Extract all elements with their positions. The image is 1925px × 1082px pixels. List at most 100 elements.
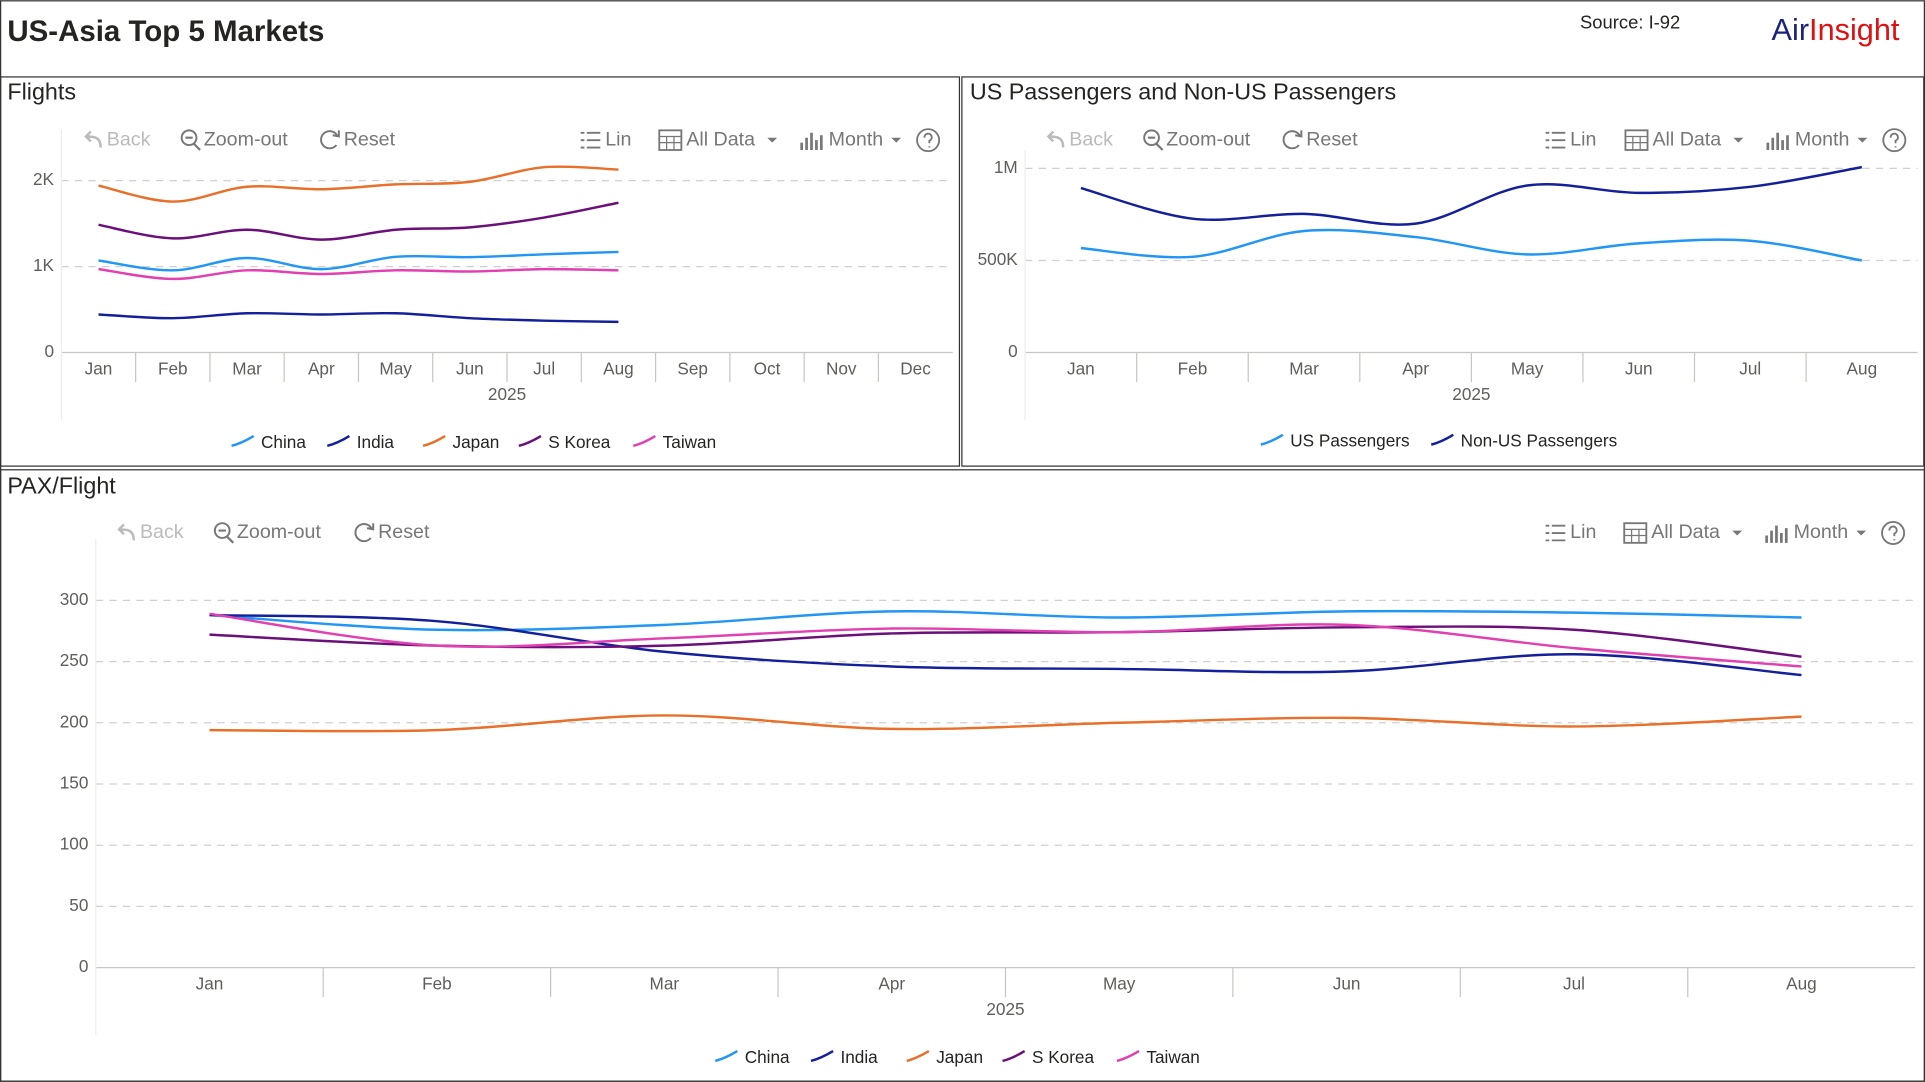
period-button[interactable]: Month xyxy=(1794,521,1849,543)
calendar-icon xyxy=(1623,522,1648,544)
dropdown-caret xyxy=(767,137,778,143)
y-tick-label: 1M xyxy=(994,157,1018,177)
zoom-out-button[interactable]: Zoom-out xyxy=(1166,128,1251,150)
legend-swatch xyxy=(1260,433,1284,446)
legend-swatch xyxy=(326,434,351,448)
legend-swatch xyxy=(518,434,542,448)
y-tick-label: 300 xyxy=(60,589,89,609)
source-note: Source: I-92 xyxy=(1580,11,1680,32)
x-tick-label: May xyxy=(1103,973,1136,993)
back-icon xyxy=(117,523,136,541)
x-tick-label: Dec xyxy=(900,358,931,378)
range-button[interactable]: All Data xyxy=(686,128,755,150)
toolbar: Back Zoom-out Reset Lin All Data Month xyxy=(117,521,1906,545)
legend-label: India xyxy=(840,1047,878,1067)
period-icon xyxy=(800,132,823,150)
chart-title: US Passengers and Non-US Passengers xyxy=(970,79,1396,105)
period-button[interactable]: Month xyxy=(829,128,884,150)
range-button[interactable]: All Data xyxy=(1652,128,1721,150)
panel-frame xyxy=(961,76,1925,467)
help-button[interactable] xyxy=(916,128,941,153)
series-line xyxy=(98,165,619,203)
legend-swatch xyxy=(1002,1050,1026,1063)
toolbar: Back Zoom-out Reset Lin All Data Month xyxy=(84,128,941,153)
back-button[interactable]: Back xyxy=(1069,128,1113,150)
x-tick-label: May xyxy=(379,358,412,378)
y-tick-label: 0 xyxy=(44,341,54,361)
x-tick-label: Jun xyxy=(456,358,484,378)
legend-label: India xyxy=(357,432,395,452)
x-tick-label: Jan xyxy=(85,358,113,378)
x-tick-label: Aug xyxy=(1847,358,1878,378)
legend-swatch xyxy=(810,1050,834,1063)
zoom-out-button[interactable]: Zoom-out xyxy=(237,521,322,543)
toolbar: Back Zoom-out Reset Lin All Data Month xyxy=(1046,128,1907,153)
y-tick-label: 250 xyxy=(60,650,89,670)
series-line xyxy=(98,267,619,281)
back-icon xyxy=(1046,130,1065,148)
range-button[interactable]: All Data xyxy=(1651,521,1720,543)
legend-swatch xyxy=(231,434,255,448)
legend-label: Japan xyxy=(936,1047,983,1067)
calendar-icon xyxy=(1624,129,1649,151)
legend-swatch xyxy=(1116,1050,1140,1063)
scale-button[interactable]: Lin xyxy=(1570,128,1596,150)
reset-button[interactable]: Reset xyxy=(378,521,430,543)
y-tick-label: 2K xyxy=(33,169,55,189)
x-tick-label: Mar xyxy=(1289,358,1319,378)
dropdown-caret xyxy=(1856,530,1867,536)
help-button[interactable] xyxy=(1881,521,1906,545)
x-tick-label: Jan xyxy=(196,973,224,993)
legend-swatch xyxy=(906,1050,930,1063)
y-tick-label: 50 xyxy=(69,895,88,915)
series-line xyxy=(98,311,619,324)
legend-label: China xyxy=(745,1047,790,1067)
period-button[interactable]: Month xyxy=(1795,128,1850,150)
x-tick-label: Jul xyxy=(1563,973,1585,993)
y-tick-label: 0 xyxy=(79,956,89,976)
logo-part: Insight xyxy=(1809,12,1900,47)
calendar-icon xyxy=(659,135,682,150)
y-tick-label: 100 xyxy=(60,834,89,854)
back-button[interactable]: Back xyxy=(107,128,151,150)
x-tick-label: Aug xyxy=(603,358,634,378)
reset-button[interactable]: Reset xyxy=(1306,128,1358,150)
zoom-out-button[interactable]: Zoom-out xyxy=(204,128,289,150)
calendar-icon xyxy=(1624,528,1647,543)
y-tick-label: 150 xyxy=(60,773,89,793)
help-button[interactable] xyxy=(1882,128,1907,153)
x-tick-label: Jun xyxy=(1625,358,1653,378)
x-tick-label: Sep xyxy=(677,358,708,378)
reset-icon xyxy=(320,130,340,150)
x-tick-label: May xyxy=(1511,358,1544,378)
series-line xyxy=(209,609,1802,632)
y-tick-label: 1K xyxy=(33,255,55,275)
series-line xyxy=(98,250,619,272)
x-tick-label: Mar xyxy=(232,358,262,378)
x-tick-label: Mar xyxy=(650,973,680,993)
x-tick-label: Feb xyxy=(1178,358,1208,378)
period-icon xyxy=(1766,132,1789,150)
help-icon xyxy=(1889,132,1899,148)
chart-title: PAX/Flight xyxy=(7,473,116,499)
zoom-icon xyxy=(185,136,201,151)
back-button[interactable]: Back xyxy=(140,521,184,543)
x-tick-label: Oct xyxy=(754,358,781,378)
series-line xyxy=(98,201,619,241)
legend-label: S Korea xyxy=(548,432,610,452)
scale-button[interactable]: Lin xyxy=(1570,521,1596,543)
x-tick-label: Apr xyxy=(878,973,905,993)
x-tick-label: Jul xyxy=(1739,358,1761,378)
legend-label: Taiwan xyxy=(1146,1047,1199,1067)
series-line xyxy=(209,612,1802,668)
legend-label: Taiwan xyxy=(663,432,716,452)
zoom-icon xyxy=(1143,129,1160,147)
help-icon xyxy=(923,132,933,148)
legend-swatch xyxy=(422,434,446,448)
x-tick-label: Nov xyxy=(826,358,857,378)
reset-button[interactable]: Reset xyxy=(344,128,396,150)
scale-button[interactable]: Lin xyxy=(605,128,631,150)
legend-swatch xyxy=(714,1050,738,1063)
help-icon xyxy=(1888,525,1898,541)
series-line xyxy=(209,613,1802,677)
